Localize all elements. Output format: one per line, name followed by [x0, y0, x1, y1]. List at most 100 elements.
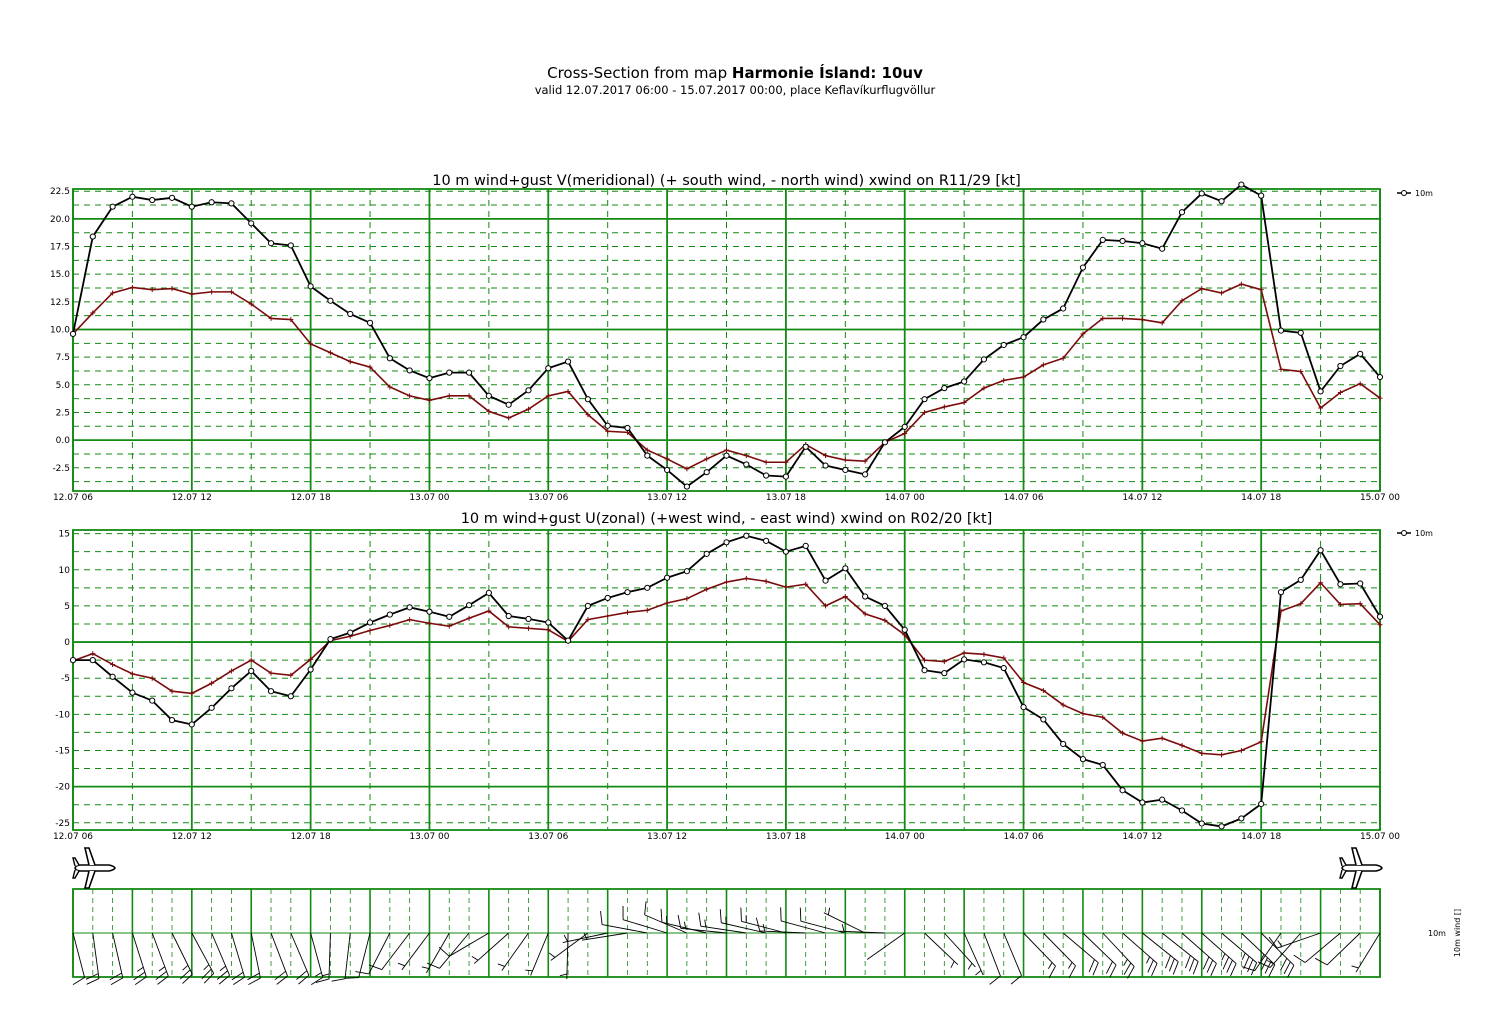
wind-data-point [129, 193, 136, 200]
wind-barb [644, 901, 688, 934]
legend-label: 10m [1415, 189, 1433, 198]
barb-staff [1161, 932, 1199, 962]
gust-data-point [1001, 377, 1007, 383]
barb-half-feather [137, 966, 144, 972]
main-title: Cross-Section from map Harmonie Ísland: … [0, 64, 1470, 82]
barb-feather [644, 901, 647, 915]
barb-half-feather [1351, 965, 1359, 969]
barb-staff [944, 932, 976, 968]
barb-feather [1230, 963, 1237, 977]
gust-data-point [1357, 601, 1363, 607]
wind-data-point [901, 626, 908, 633]
gust-data-point [426, 620, 432, 626]
wind-data-point [1040, 316, 1047, 323]
gust-data-point [585, 412, 591, 418]
y-tick-label: -2.5 [52, 464, 70, 474]
barb-feather [201, 968, 212, 980]
wind-data-point [307, 666, 314, 673]
barb-feather [1226, 960, 1233, 973]
x-tick-label: 13.07 00 [409, 493, 449, 503]
x-tick-label: 14.07 06 [1004, 832, 1044, 842]
barb-feather [1283, 961, 1291, 975]
barb-feather [1247, 959, 1254, 973]
barb-staff [151, 932, 169, 977]
barb-half-feather [563, 934, 568, 942]
barb-staff [550, 932, 589, 961]
barb-staff [1122, 932, 1158, 964]
wind-data-point [485, 392, 492, 399]
barb-feather [1147, 959, 1154, 973]
wind-data-point [683, 483, 690, 490]
wind-data-point [703, 469, 710, 476]
y-tick-label: 2.5 [56, 408, 70, 418]
gust-data-point [486, 408, 492, 414]
barb-feather [274, 970, 286, 981]
y-tick-label: 7.5 [56, 353, 70, 363]
barb-feather [1264, 960, 1272, 974]
y-tick-label: 0.0 [56, 436, 71, 446]
barb-staff [448, 932, 490, 957]
gust-data-point [1001, 655, 1007, 661]
barb-staff [290, 932, 310, 976]
plane-body [1341, 864, 1383, 872]
barb-half-feather [762, 923, 766, 932]
wind-data-point [1218, 198, 1225, 205]
barb-half-feather [314, 972, 322, 977]
x-tick-label: 14.07 00 [885, 832, 925, 842]
wind-data-point [1198, 820, 1205, 827]
wind-data-point [1376, 613, 1384, 620]
x-tick-label: 14.07 06 [1004, 493, 1044, 503]
barb-half-feather [950, 961, 955, 968]
wind-data-point [1178, 209, 1186, 216]
barb-staff [1102, 932, 1135, 967]
wind-data-point [921, 667, 928, 674]
gust-data-point [1318, 405, 1324, 411]
wind-data-point [644, 584, 651, 591]
wind-data-point [1159, 245, 1166, 252]
gust-data-point [1021, 374, 1027, 380]
wind-data-point [1238, 181, 1245, 188]
wind-data-point [663, 466, 671, 474]
barb-feather [1188, 958, 1195, 972]
plane-tail [72, 857, 80, 879]
wind-barb [471, 932, 509, 964]
wind-data-point [683, 568, 690, 575]
barb-feather [698, 912, 702, 927]
wind-data-point [901, 423, 908, 430]
wind-barb [368, 932, 411, 971]
gust-data-point [169, 286, 175, 292]
barb-staff [92, 932, 100, 979]
gust-data-point [585, 617, 591, 623]
barb-half-feather [203, 964, 210, 971]
barb-feather [719, 909, 722, 923]
gust-data-point [506, 624, 512, 630]
barb-staff [230, 932, 246, 978]
gust-data-point [1021, 680, 1027, 686]
wind-data-point [149, 196, 156, 204]
wind-data-point [624, 424, 631, 432]
plane-tail [1339, 857, 1347, 879]
gust-data-point [1060, 702, 1066, 708]
wind-barb [1241, 932, 1282, 972]
barb-feather [72, 977, 85, 986]
wind-barb [191, 932, 215, 984]
wind-barb [315, 932, 331, 983]
wind-barb [310, 932, 324, 986]
barb-feather [1068, 965, 1076, 979]
wind-data-point [366, 619, 374, 626]
wind-data-point [862, 471, 869, 478]
wind-barb [1201, 932, 1237, 977]
wind-data-point [406, 604, 413, 611]
gust-data-point [1120, 315, 1126, 321]
barb-axis-label: 10m wind [] [1453, 909, 1462, 957]
wind-data-point [1317, 388, 1324, 395]
barb-staff [924, 932, 959, 965]
wind-data-point [881, 439, 889, 446]
y-tick-label: -10 [55, 710, 70, 720]
barb-feather [345, 977, 359, 979]
gust-data-point [902, 430, 908, 436]
barb-staff [601, 924, 648, 934]
gust-data-point [110, 661, 116, 667]
wind-data-point [564, 637, 572, 644]
barb-feather [1151, 963, 1158, 976]
